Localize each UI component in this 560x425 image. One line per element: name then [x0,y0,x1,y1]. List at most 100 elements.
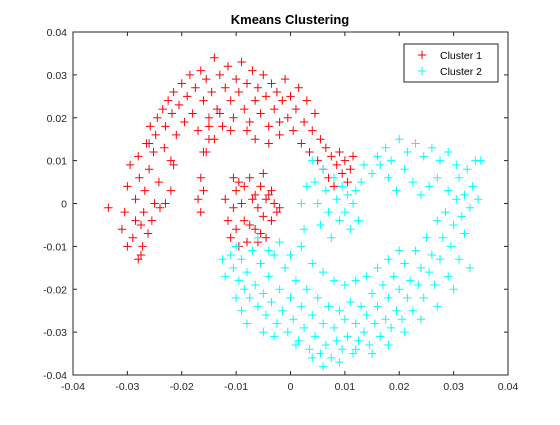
data-point [403,293,412,303]
data-point [245,117,254,127]
data-point [416,190,426,200]
data-point [117,225,127,234]
data-point [221,195,230,204]
data-point [321,143,331,152]
data-point [240,182,249,191]
data-point [302,96,312,105]
data-point [245,173,254,182]
data-point [267,186,276,195]
data-point [419,152,428,161]
data-point [218,122,227,131]
data-point [424,182,434,191]
series-2-markers [218,134,486,371]
data-point [340,280,350,290]
data-point [231,225,241,234]
x-tick-label: -0.02 [170,381,194,393]
data-point [259,289,268,298]
data-point [286,293,295,303]
data-point [261,310,271,320]
data-point [329,276,339,285]
data-point [229,173,238,182]
data-point [343,332,352,341]
data-point [427,250,437,260]
data-point [305,345,314,354]
legend[interactable]: Cluster 1 Cluster 2 [403,43,499,83]
data-point [267,79,276,88]
data-point [370,319,379,328]
data-point [234,87,244,97]
data-point [212,104,222,114]
data-point [452,160,461,170]
data-point [308,259,317,268]
data-point [433,173,442,182]
data-point [231,242,241,251]
x-tick-label: 0.02 [389,381,410,393]
data-point [174,100,184,110]
data-point [308,310,317,320]
data-point [348,349,358,358]
y-tick-label: 0.04 [47,27,68,39]
data-point [354,336,363,345]
data-point [337,345,347,354]
data-point [177,79,186,88]
data-point [245,293,254,303]
data-point [435,255,445,264]
data-point [465,263,475,273]
data-point [237,306,246,315]
data-point [351,186,360,195]
data-point [231,186,241,195]
data-point [449,220,458,230]
y-tick-label: 0.03 [47,70,68,82]
data-point [318,319,328,328]
data-point [318,165,328,174]
data-point [416,263,426,273]
data-point [153,113,162,122]
data-point [376,160,385,170]
data-point [278,306,287,315]
data-point [356,177,366,187]
data-point [395,285,404,294]
data-point [318,267,328,277]
data-point [310,109,320,118]
data-point [123,242,132,251]
data-point [329,323,339,333]
data-point [275,130,284,140]
data-point [351,319,360,328]
data-point [362,310,371,320]
data-point [136,220,146,230]
data-point [419,293,428,303]
data-point [253,83,263,92]
data-point [289,315,298,324]
data-point [149,147,158,157]
data-point [384,293,393,303]
data-point [166,186,176,195]
data-point [158,104,167,114]
data-point [376,332,385,341]
data-point [386,156,396,165]
data-point [329,182,339,191]
data-point [261,195,271,204]
data-point [384,255,393,264]
data-point [457,212,466,221]
data-point [272,207,282,217]
data-point [468,182,477,191]
data-point [237,57,246,67]
data-point [256,109,265,118]
data-point [299,323,309,333]
x-tick-label: -0.03 [115,381,139,393]
data-point [163,96,173,105]
data-point [400,165,409,174]
data-markers [104,53,486,371]
data-point [259,169,268,178]
data-point [229,263,238,273]
data-point [253,233,263,242]
data-point [131,195,140,204]
data-point [351,345,360,354]
y-tick-label: 0 [61,199,67,211]
data-point [346,165,355,174]
data-point [215,109,225,118]
data-point [237,199,246,208]
data-point [193,126,203,135]
legend-marker-2 [417,66,427,76]
